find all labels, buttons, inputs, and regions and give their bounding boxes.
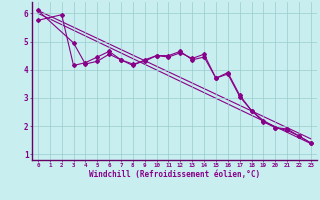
- X-axis label: Windchill (Refroidissement éolien,°C): Windchill (Refroidissement éolien,°C): [89, 170, 260, 179]
